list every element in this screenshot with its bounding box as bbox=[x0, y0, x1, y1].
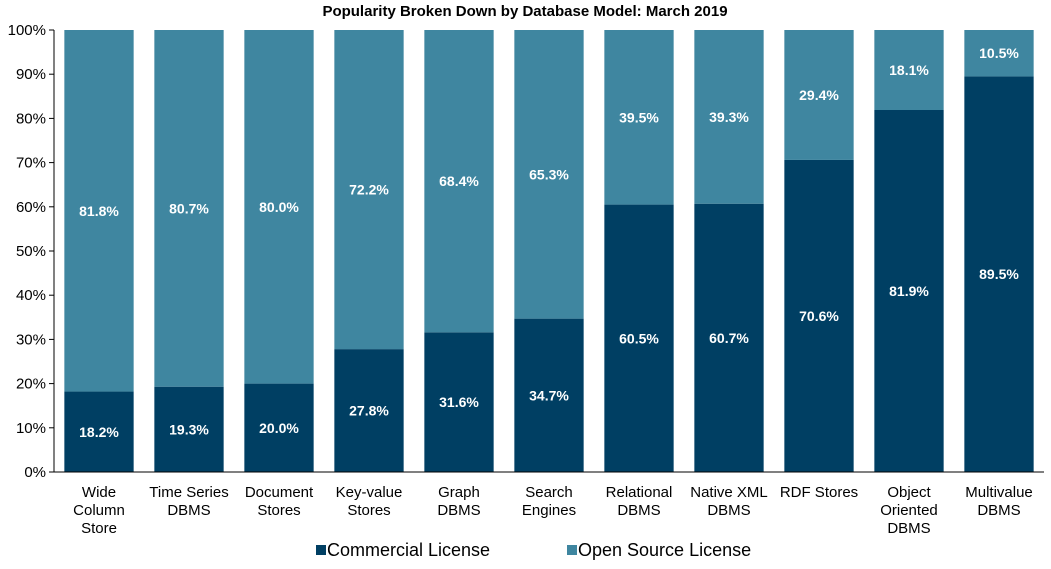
bar-commercial bbox=[424, 332, 494, 472]
x-tick-label: Search Engines bbox=[522, 484, 576, 519]
data-label-open-source: 72.2% bbox=[349, 182, 389, 198]
x-tick-label: Wide Column Store bbox=[73, 484, 125, 537]
y-tick-label: 40% bbox=[16, 287, 46, 304]
legend-item-open-source: Open Source License bbox=[567, 540, 751, 560]
bar-open-source bbox=[784, 30, 854, 160]
data-label-open-source: 29.4% bbox=[799, 87, 839, 103]
data-label-open-source: 68.4% bbox=[439, 173, 479, 189]
bar-open-source bbox=[514, 30, 584, 319]
data-label-commercial: 19.3% bbox=[169, 421, 209, 437]
legend-label: Open Source License bbox=[578, 540, 751, 560]
bar-commercial bbox=[244, 383, 314, 472]
y-tick-label: 90% bbox=[16, 66, 46, 83]
x-tick-label: Key-value Stores bbox=[336, 484, 403, 519]
data-label-open-source: 10.5% bbox=[979, 45, 1019, 61]
bar-open-source bbox=[334, 30, 404, 350]
bar-commercial bbox=[334, 349, 404, 472]
data-label-open-source: 18.1% bbox=[889, 62, 929, 78]
bar-open-source bbox=[64, 30, 134, 392]
y-tick-label: 10% bbox=[16, 420, 46, 437]
data-label-open-source: 80.7% bbox=[169, 200, 209, 216]
data-label-commercial: 18.2% bbox=[79, 424, 119, 440]
y-axis: 0% 10% 20% 30% 40% 50% 60% 70% 80% 90% 100% bbox=[8, 22, 55, 481]
bar-commercial bbox=[64, 391, 134, 472]
data-label-open-source: 80.0% bbox=[259, 199, 299, 215]
legend-item-commercial: Commercial License bbox=[316, 540, 490, 560]
x-tick-label: Time Series DBMS bbox=[149, 484, 228, 519]
legend-label: Commercial License bbox=[327, 540, 490, 560]
data-label-commercial: 70.6% bbox=[799, 308, 839, 324]
data-label-commercial: 60.7% bbox=[709, 330, 749, 346]
legend-swatch bbox=[567, 545, 577, 555]
y-tick-label: 30% bbox=[16, 331, 46, 348]
bar-labels: 18.2% 81.8% 19.3% 80.7% 20.0% 80.0% 27.8% 72.2%… bbox=[79, 45, 1019, 440]
bar-commercial bbox=[784, 159, 854, 472]
y-tick-label: 70% bbox=[16, 155, 46, 172]
bars bbox=[64, 30, 1034, 472]
x-tick-label: Graph DBMS bbox=[437, 484, 480, 519]
x-tick-label: RDF Stores bbox=[780, 484, 858, 501]
y-tick-label: 50% bbox=[16, 243, 46, 260]
legend-swatch bbox=[316, 545, 326, 555]
bar-open-source bbox=[424, 30, 494, 333]
bar-commercial bbox=[964, 76, 1034, 472]
data-label-commercial: 60.5% bbox=[619, 330, 659, 346]
bar-commercial bbox=[514, 318, 584, 472]
legend: Commercial License Open Source License bbox=[316, 540, 751, 560]
y-tick-label: 100% bbox=[8, 22, 46, 39]
data-label-commercial: 81.9% bbox=[889, 283, 929, 299]
y-tick-label: 20% bbox=[16, 376, 46, 393]
bar-commercial bbox=[874, 110, 944, 472]
chart-title: Popularity Broken Down by Database Model… bbox=[322, 3, 727, 20]
bar-commercial bbox=[154, 386, 224, 472]
data-label-commercial: 20.0% bbox=[259, 420, 299, 436]
x-tick-label: Document Stores bbox=[245, 484, 314, 519]
x-tick-label: Object Oriented DBMS bbox=[880, 484, 938, 537]
data-label-commercial: 89.5% bbox=[979, 266, 1019, 282]
x-tick-label: Multivalue DBMS bbox=[965, 484, 1033, 519]
data-label-open-source: 65.3% bbox=[529, 166, 569, 182]
data-label-open-source: 39.3% bbox=[709, 109, 749, 125]
bar-open-source bbox=[874, 30, 944, 111]
bar-commercial bbox=[694, 203, 764, 472]
x-axis: Wide Column Store Time Series DBMS Document St… bbox=[54, 471, 1044, 537]
y-tick-label: 80% bbox=[16, 110, 46, 127]
data-label-open-source: 39.5% bbox=[619, 109, 659, 125]
data-label-commercial: 34.7% bbox=[529, 387, 569, 403]
y-tick-label: 60% bbox=[16, 199, 46, 216]
x-tick-label: Relational DBMS bbox=[606, 484, 673, 519]
bar-open-source bbox=[604, 30, 674, 205]
bar-open-source bbox=[964, 30, 1034, 77]
bar-open-source bbox=[154, 30, 224, 387]
data-label-commercial: 31.6% bbox=[439, 394, 479, 410]
bar-open-source bbox=[244, 30, 314, 384]
data-label-commercial: 27.8% bbox=[349, 403, 389, 419]
bar-open-source bbox=[694, 30, 764, 204]
x-tick-label: Native XML DBMS bbox=[690, 484, 768, 519]
y-tick-label: 0% bbox=[24, 464, 46, 481]
data-label-open-source: 81.8% bbox=[79, 203, 119, 219]
bar-commercial bbox=[604, 204, 674, 472]
